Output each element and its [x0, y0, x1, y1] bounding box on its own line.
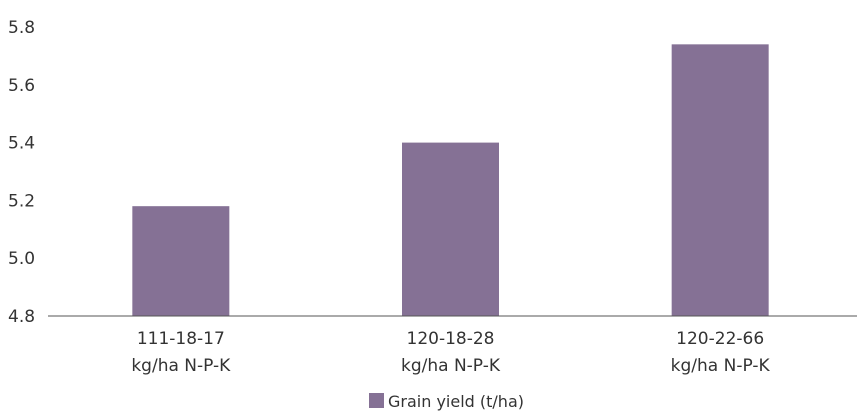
y-tick-label: 5.4 — [8, 134, 35, 154]
x-tick-label: 111-18-17 — [137, 329, 225, 349]
bar — [671, 44, 769, 317]
y-tick-label: 5.8 — [8, 18, 35, 38]
x-tick-label: kg/ha N-P-K — [671, 356, 771, 376]
x-tick-label: kg/ha N-P-K — [401, 356, 501, 376]
x-tick-label: 120-22-66 — [676, 329, 764, 349]
y-tick-label: 5.2 — [8, 191, 35, 211]
x-tick-label: 120-18-28 — [407, 329, 495, 349]
x-axis-labels: 111-18-17 kg/ha N-P-K 120-18-28 kg/ha N-P-K… — [131, 329, 770, 376]
bar — [402, 142, 499, 316]
legend-label: Grain yield (t/ha) — [388, 392, 524, 411]
legend: Grain yield (t/ha) — [369, 392, 524, 411]
y-tick-label: 5.0 — [8, 249, 35, 269]
bar — [132, 206, 230, 316]
y-axis-ticks: 4.8 5.0 5.2 5.4 5.6 5.8 — [8, 18, 35, 327]
x-tick-label: kg/ha N-P-K — [131, 356, 231, 376]
y-tick-label: 5.6 — [8, 76, 35, 96]
y-tick-label: 4.8 — [8, 307, 35, 327]
legend-swatch — [369, 393, 384, 408]
bars — [132, 44, 769, 317]
